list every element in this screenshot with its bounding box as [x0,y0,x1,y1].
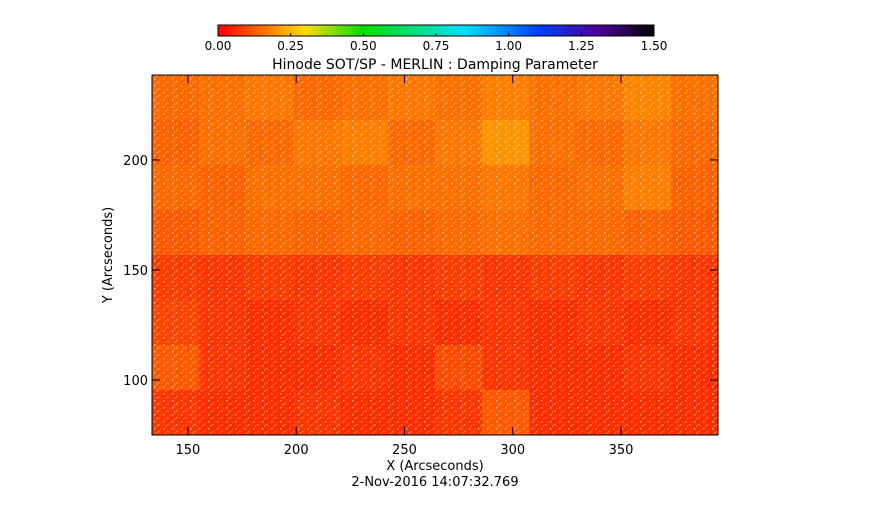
y-axis-label: Y (Arcseconds) [101,207,116,304]
x-tick-label: 250 [392,443,417,458]
colorbar-tick-label: 1.00 [495,39,522,53]
footer: 2-Nov-2016 14:07:32.769 [351,475,518,490]
x-tick-label: 150 [176,443,201,458]
x-tick-label: 200 [284,443,309,458]
y-tick-label: 150 [123,264,148,279]
x-tick-label: 300 [500,443,525,458]
colorbar-tick-label: 0.50 [350,39,377,53]
colorbar-tick-label: 1.50 [641,39,668,53]
colorbar-tick-label: 0.75 [423,39,450,53]
y-tick-label: 200 [123,154,148,169]
y-tick-label: 100 [123,374,148,389]
texture [152,75,718,435]
chart-title: Hinode SOT/SP - MERLIN : Damping Paramet… [272,57,598,73]
plot-frame [151,74,719,436]
colorbar-tick-label: 1.25 [568,39,595,53]
colorbar-tick-label: 0.00 [205,39,232,53]
colorbar-tick-label: 0.25 [277,39,304,53]
x-axis-label: X (Arcseconds) [386,459,483,474]
x-tick-label: 350 [609,443,634,458]
